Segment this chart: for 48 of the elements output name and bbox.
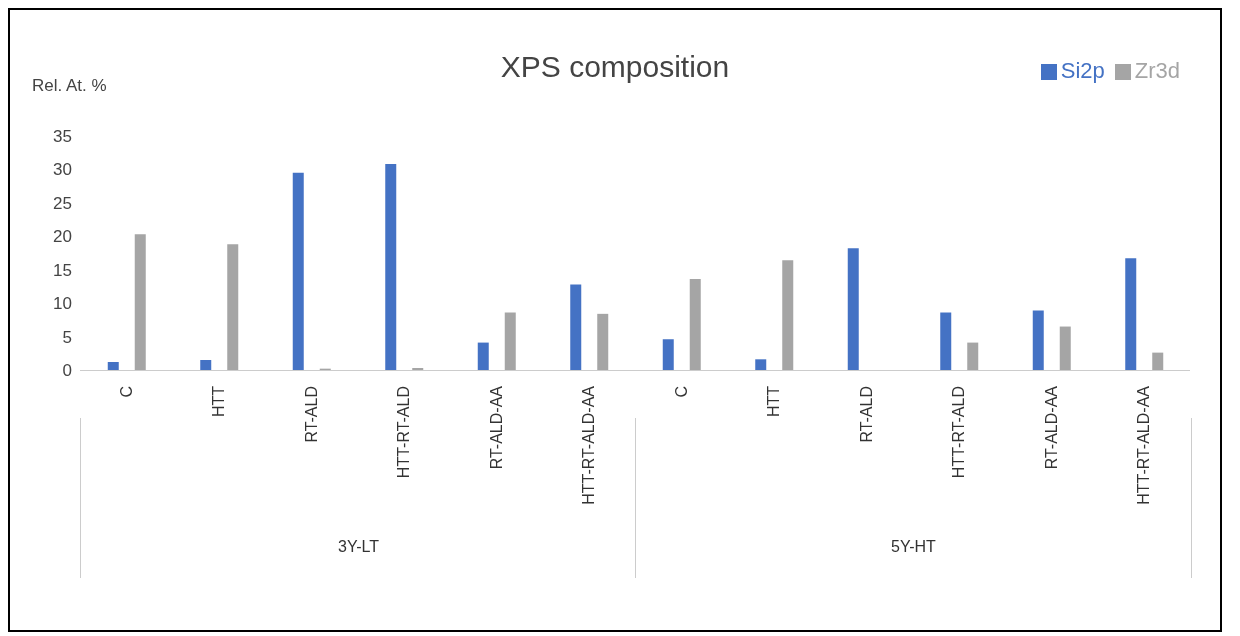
- x-tick-label: RT-ALD: [302, 386, 320, 443]
- y-tick-label: 0: [62, 361, 72, 381]
- x-tick-label: C: [672, 386, 690, 398]
- x-tick-label: RT-ALD: [857, 386, 875, 443]
- y-tick-label: 25: [53, 193, 72, 213]
- bar: [967, 342, 979, 370]
- bar: [107, 361, 119, 370]
- x-tick-label: HTT: [765, 385, 783, 418]
- bar: [782, 260, 794, 370]
- bar: [1125, 258, 1137, 370]
- text: 5Y-HT: [891, 538, 936, 555]
- y-axis-title: Rel. At. %: [32, 76, 107, 96]
- bar: [1152, 352, 1164, 370]
- legend-label: Zr3d: [1134, 58, 1180, 83]
- bar: [940, 312, 952, 370]
- bar: [597, 313, 609, 370]
- x-tick-label: HTT: [210, 385, 228, 418]
- x-tick-label: RT-ALD-AA: [1042, 385, 1060, 470]
- x-tick-label: C: [117, 386, 135, 398]
- bar: [200, 359, 212, 370]
- bar: [477, 342, 489, 370]
- bar: [412, 367, 424, 370]
- x-tick-label: HTT-RT-ALD: [395, 386, 413, 479]
- bar: [1059, 326, 1071, 370]
- x-tick-label: RT-ALD-AA: [487, 385, 505, 470]
- y-tick-label: 30: [53, 160, 72, 180]
- bar: [227, 244, 239, 370]
- legend-label: Si2p: [1060, 58, 1105, 83]
- bar: [847, 248, 859, 370]
- x-tick-label: HTT-RT-ALD: [950, 386, 968, 479]
- y-tick-label: 35: [53, 127, 72, 147]
- x-tick-label: HTT-RT-ALD-AA: [1135, 385, 1153, 505]
- text: 3Y-LT: [338, 538, 379, 555]
- y-tick-label: 15: [53, 260, 72, 280]
- x-tick-label: HTT-RT-ALD-AA: [580, 385, 598, 505]
- y-tick-label: 20: [53, 227, 72, 247]
- bar: [662, 339, 674, 370]
- bar: [292, 172, 304, 370]
- bar: [504, 312, 516, 370]
- y-tick-label: 10: [53, 294, 72, 314]
- chart-title: XPS composition: [500, 50, 730, 83]
- bar: [1032, 310, 1044, 370]
- bar: [689, 279, 701, 370]
- bar: [755, 359, 767, 370]
- bar: [134, 234, 146, 370]
- y-tick-label: 5: [62, 327, 72, 347]
- bar: [570, 284, 582, 370]
- bar: [385, 164, 397, 370]
